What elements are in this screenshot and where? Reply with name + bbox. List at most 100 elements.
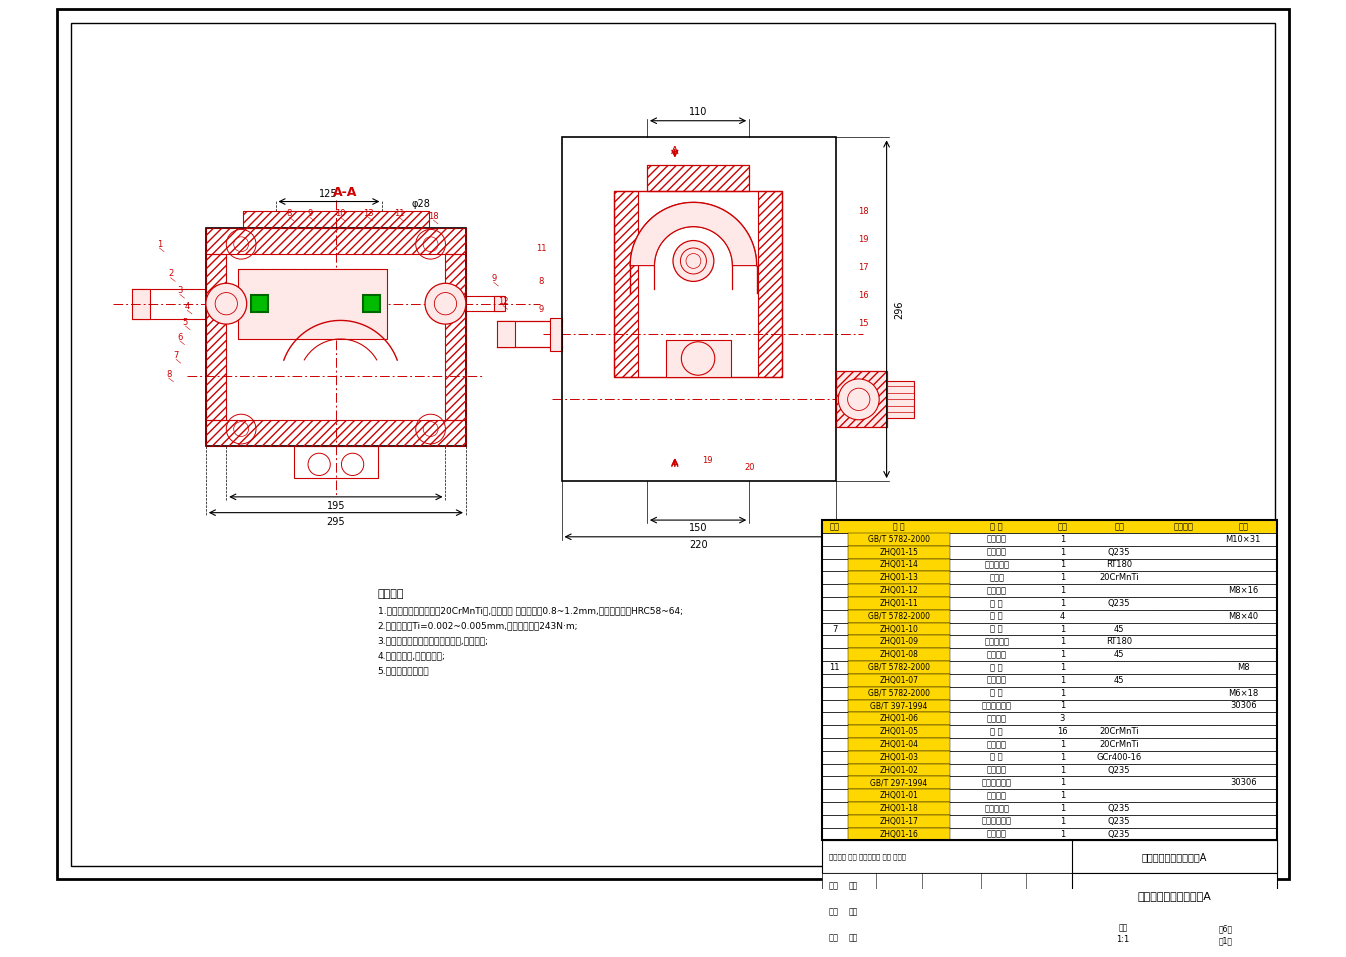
Circle shape (673, 240, 713, 281)
Text: 13: 13 (363, 210, 374, 218)
Text: 1.齿轮轴经高频淬火处理20CrMnTi轴,表面淬火 硬度应达到0.8~1.2mm,表面淬火硬度HRC58~64;: 1.齿轮轴经高频淬火处理20CrMnTi轴,表面淬火 硬度应达到0.8~1.2m… (378, 607, 682, 615)
Bar (821, 545, 1276, 559)
Text: 数量: 数量 (1057, 522, 1067, 531)
Bar (494, 297, 505, 311)
Text: 单件重量: 单件重量 (1174, 522, 1194, 531)
Text: GB/T 297-1994: GB/T 297-1994 (871, 778, 927, 788)
Text: 1: 1 (1059, 535, 1065, 544)
Text: 30306: 30306 (1230, 701, 1256, 710)
Text: ZHQ01-02: ZHQ01-02 (879, 766, 918, 774)
Text: ZHQ01-13: ZHQ01-13 (879, 573, 918, 582)
Bar (1071, 951, 1276, 957)
Text: 材料: 材料 (1114, 522, 1124, 531)
Text: 齿扇轴: 齿扇轴 (989, 573, 1004, 582)
Text: 名 称: 名 称 (991, 522, 1003, 531)
Text: 工艺: 工艺 (849, 933, 859, 943)
Text: 11: 11 (394, 210, 404, 218)
Text: 1: 1 (1059, 816, 1065, 826)
Bar (647, 166, 750, 191)
Bar (836, 371, 887, 427)
Text: 弹簧销钉零: 弹簧销钉零 (984, 637, 1010, 646)
Text: 转向壳体: 转向壳体 (987, 766, 1007, 774)
Text: 锁紧螺母: 锁紧螺母 (987, 714, 1007, 723)
Text: 备注: 备注 (1238, 522, 1248, 531)
Text: 220: 220 (689, 540, 708, 550)
Bar (206, 420, 466, 446)
Bar (848, 764, 950, 776)
Text: 技术要求: 技术要求 (378, 590, 404, 599)
Bar (446, 254, 466, 420)
Bar (551, 318, 561, 351)
Bar (821, 648, 1276, 661)
Text: 16: 16 (1057, 727, 1067, 736)
Text: 19: 19 (703, 456, 712, 465)
Bar (848, 597, 950, 610)
Text: 1: 1 (1059, 586, 1065, 595)
Bar (244, 211, 429, 228)
Bar (821, 790, 1276, 802)
Bar (821, 674, 1276, 687)
Text: 调整垫片: 调整垫片 (987, 676, 1007, 685)
Bar (821, 840, 1276, 873)
Text: GB/T 5782-2000: GB/T 5782-2000 (868, 535, 930, 544)
Text: 9: 9 (491, 274, 497, 283)
Text: 1: 1 (1059, 650, 1065, 659)
Bar (848, 533, 950, 545)
Bar (821, 712, 1276, 725)
Text: ZHQ01-14: ZHQ01-14 (879, 561, 918, 569)
Text: 重型车辆转向机构设计A: 重型车辆转向机构设计A (1141, 852, 1207, 861)
Text: 圆锥滚子轴承: 圆锥滚子轴承 (981, 701, 1012, 710)
Text: M8: M8 (1237, 663, 1249, 672)
Text: 1: 1 (1059, 804, 1065, 812)
Bar (848, 738, 950, 751)
Text: 296: 296 (895, 300, 905, 319)
Text: 垫 片: 垫 片 (991, 625, 1003, 634)
Text: 设计: 设计 (829, 881, 839, 891)
Bar (848, 751, 950, 764)
Text: 18: 18 (859, 208, 868, 216)
Bar (758, 191, 782, 377)
Text: 1: 1 (1059, 753, 1065, 762)
Bar (836, 371, 887, 427)
Bar (821, 925, 1071, 951)
Text: M10×31: M10×31 (1225, 535, 1261, 544)
Bar (497, 322, 516, 347)
Bar (848, 828, 950, 840)
Text: RT180: RT180 (1106, 637, 1132, 646)
Bar (848, 790, 950, 802)
Text: 钢 垫: 钢 垫 (991, 599, 1003, 608)
Text: 4: 4 (1059, 612, 1065, 621)
Text: 1: 1 (1059, 573, 1065, 582)
Text: 8: 8 (287, 210, 292, 218)
Text: 10: 10 (335, 210, 346, 218)
Text: 第1张: 第1张 (1218, 936, 1233, 946)
Bar (821, 873, 1071, 899)
Text: Q235: Q235 (1108, 804, 1131, 812)
Text: 1: 1 (1059, 791, 1065, 800)
Bar (821, 738, 1276, 751)
Text: ZHQ01-00: ZHQ01-00 (1135, 956, 1213, 957)
Bar (615, 191, 638, 377)
Bar (848, 776, 950, 790)
Text: 1: 1 (1059, 625, 1065, 634)
Text: 125: 125 (319, 189, 338, 199)
Text: 放油螺栓: 放油螺栓 (987, 535, 1007, 544)
Text: 5.标准件按标准选取: 5.标准件按标准选取 (378, 666, 429, 675)
Text: M8×16: M8×16 (1228, 586, 1259, 595)
Text: 审核: 审核 (829, 907, 839, 917)
Bar (821, 814, 1276, 828)
Bar (293, 446, 378, 478)
Bar (848, 725, 950, 738)
Text: 45: 45 (1114, 650, 1124, 659)
Text: ZHQ01-01: ZHQ01-01 (879, 791, 918, 800)
Text: ZHQ01-15: ZHQ01-15 (879, 547, 918, 557)
Bar (206, 228, 466, 254)
Text: GB/T 5782-2000: GB/T 5782-2000 (868, 612, 930, 621)
Text: ZHQ01-08: ZHQ01-08 (879, 650, 918, 659)
Text: 1: 1 (1059, 561, 1065, 569)
Text: GCr400-16: GCr400-16 (1097, 753, 1141, 762)
Text: 1: 1 (156, 240, 162, 249)
Bar (848, 700, 950, 712)
Text: ZHQ01-07: ZHQ01-07 (879, 676, 918, 685)
Text: 20CrMnTi: 20CrMnTi (1100, 727, 1139, 736)
